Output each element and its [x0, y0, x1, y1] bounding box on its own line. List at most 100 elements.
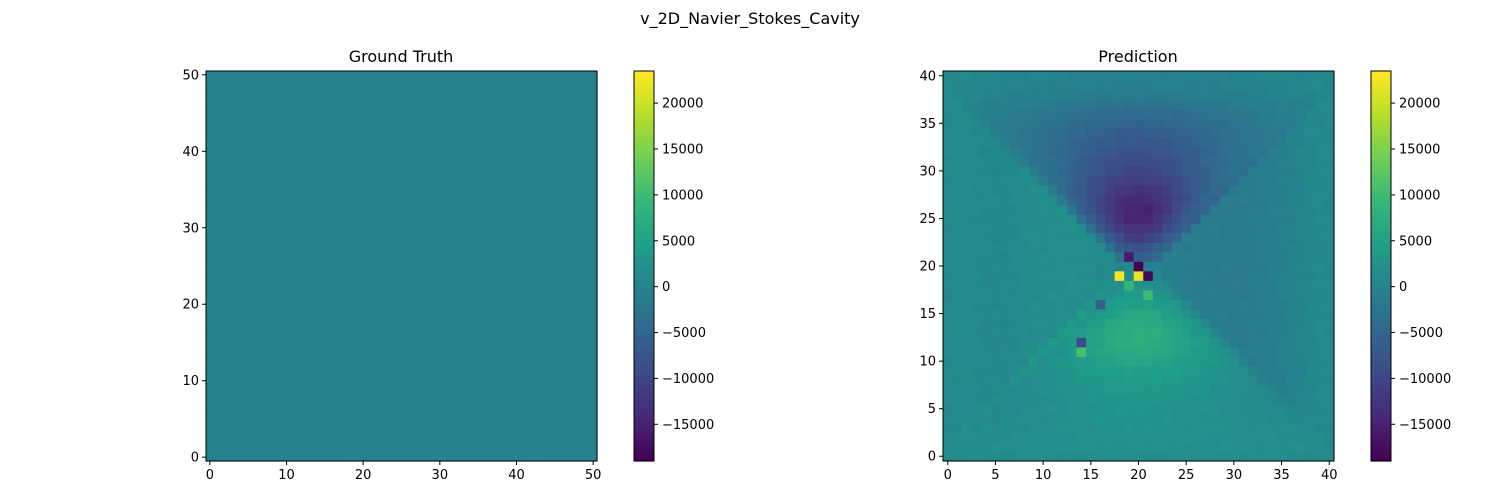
heatmap-cell: [436, 124, 445, 133]
heatmap-cell: [1105, 356, 1116, 367]
heatmap-cell: [505, 216, 514, 225]
heatmap-cell: [359, 392, 368, 401]
heatmap-cell: [1114, 413, 1125, 424]
heatmap-cell: [1181, 118, 1192, 129]
heatmap-cell: [489, 155, 498, 164]
heatmap-cell: [413, 453, 422, 462]
heatmap-cell: [344, 101, 353, 110]
heatmap-cell: [1257, 118, 1268, 129]
heatmap-cell: [420, 422, 429, 432]
heatmap-cell: [1105, 99, 1116, 110]
heatmap-cell: [390, 124, 399, 133]
heatmap-cell: [443, 201, 452, 210]
colorbar-gradient-step: [634, 402, 654, 407]
heatmap-cell: [236, 376, 245, 386]
heatmap-cell: [952, 251, 963, 262]
heatmap-cell: [505, 277, 514, 286]
heatmap-cell: [558, 116, 567, 126]
heatmap-cell: [1286, 403, 1297, 415]
heatmap-cell: [474, 86, 483, 95]
heatmap-cell: [1028, 337, 1039, 348]
heatmap-cell: [397, 308, 406, 317]
heatmap-cell: [259, 223, 268, 233]
heatmap-cell: [551, 392, 560, 401]
heatmap-cell: [466, 331, 475, 340]
heatmap-cell: [1162, 137, 1173, 148]
heatmap-cell: [520, 453, 529, 462]
heatmap-cell: [252, 315, 261, 324]
heatmap-cell: [943, 375, 954, 386]
heatmap-cell: [1133, 337, 1144, 348]
heatmap-cell: [574, 71, 583, 80]
heatmap-cell: [574, 178, 583, 187]
heatmap-cell: [267, 384, 276, 393]
heatmap-cell: [359, 315, 368, 324]
heatmap-cell: [436, 361, 445, 370]
heatmap-cell: [206, 185, 215, 194]
heatmap-cell: [581, 392, 590, 401]
heatmap-cell: [1028, 242, 1039, 253]
colorbar-gradient-step: [1371, 165, 1391, 170]
heatmap-cell: [436, 392, 445, 401]
heatmap-cell: [520, 239, 529, 248]
heatmap-cell: [1219, 432, 1230, 443]
heatmap-cell: [981, 71, 992, 82]
heatmap-cell: [244, 208, 253, 217]
heatmap-cell: [313, 438, 322, 447]
colorbar-gradient-step: [1371, 321, 1391, 326]
heatmap-cell: [374, 323, 383, 332]
heatmap-cell: [497, 223, 506, 233]
heatmap-cell: [962, 194, 973, 205]
heatmap-cell: [305, 201, 314, 210]
heatmap-cell: [1133, 394, 1144, 405]
heatmap-cell: [428, 361, 437, 370]
heatmap-cell: [497, 246, 506, 256]
heatmap-cell: [451, 269, 460, 279]
colorbar-gradient-step: [1371, 74, 1391, 79]
heatmap-cell: [1105, 403, 1116, 415]
heatmap-cell: [1019, 299, 1030, 310]
heatmap-cell: [374, 285, 383, 294]
heatmap-cell: [359, 71, 368, 80]
heatmap-cell: [1229, 318, 1240, 329]
heatmap-cell: [229, 155, 238, 164]
heatmap-cell: [1095, 308, 1106, 319]
heatmap-cell: [1257, 242, 1268, 253]
heatmap-cell: [1028, 109, 1039, 120]
heatmap-cell: [413, 384, 422, 393]
heatmap-cell: [282, 78, 291, 87]
heatmap-cell: [1124, 394, 1135, 405]
heatmap-cell: [1314, 166, 1326, 177]
heatmap-cell: [990, 451, 1001, 462]
heatmap-cell: [1190, 99, 1202, 110]
heatmap-cell: [428, 178, 437, 187]
heatmap-cell: [520, 208, 529, 217]
heatmap-cell: [971, 289, 982, 300]
heatmap-cell: [489, 231, 498, 240]
heatmap-cell: [482, 86, 491, 95]
heatmap-cell: [313, 116, 322, 126]
heatmap-cell: [1210, 175, 1221, 186]
heatmap-cell: [520, 201, 529, 210]
heatmap-cell: [1000, 185, 1011, 196]
heatmap-cell: [1124, 242, 1135, 253]
heatmap-cell: [1028, 213, 1039, 224]
heatmap-cell: [298, 254, 307, 263]
heatmap-cell: [1124, 175, 1135, 186]
heatmap-cell: [1152, 80, 1163, 91]
heatmap-cell: [1314, 185, 1326, 196]
heatmap-cell: [1038, 204, 1049, 215]
heatmap-cell: [1038, 232, 1049, 243]
heatmap-cell: [367, 422, 376, 432]
heatmap-cell: [981, 242, 992, 253]
heatmap-cell: [206, 223, 215, 233]
heatmap-cell: [1229, 80, 1240, 91]
heatmap-cell: [336, 254, 345, 263]
heatmap-cell: [962, 261, 973, 272]
heatmap-cell: [1057, 147, 1068, 158]
heatmap-cell: [397, 430, 406, 439]
heatmap-cell: [543, 338, 552, 347]
heatmap-cell: [574, 132, 583, 141]
heatmap-cell: [1133, 194, 1144, 205]
heatmap-cell: [512, 384, 521, 393]
